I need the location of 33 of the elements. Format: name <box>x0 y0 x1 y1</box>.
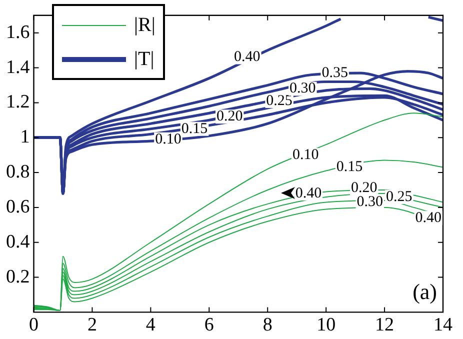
annotation: 0.20 <box>216 108 243 125</box>
annotation: 0.40 <box>234 49 260 66</box>
y-tick-label: 0.4 <box>6 231 30 252</box>
annotation: 0.30 <box>356 194 384 210</box>
x-tick-label: 6 <box>204 314 214 336</box>
x-tick-label: 8 <box>262 314 272 336</box>
annotation: (a) <box>412 278 437 304</box>
legend-label: |R| <box>134 13 156 38</box>
y-tick-label: 0.6 <box>6 196 30 218</box>
x-tick-label: 12 <box>375 314 394 336</box>
annotation: 0.40 <box>295 185 322 202</box>
annotation: 0.40 <box>415 210 442 226</box>
annotation: 0.15 <box>336 159 363 176</box>
y-tick-label: 0.8 <box>6 162 30 183</box>
y-tick-label: 1.4 <box>6 56 30 78</box>
annotation: 0.35 <box>322 64 348 81</box>
x-tick-label: 4 <box>146 314 156 336</box>
annotation: 0.20 <box>350 180 378 196</box>
x-tick-label: 0 <box>29 314 38 336</box>
y-tick-label: 0.2 <box>6 266 30 288</box>
y-tick-label: 1.2 <box>6 92 30 113</box>
y-tick-label: 1.6 <box>6 22 30 43</box>
legend-label: |T| <box>134 47 154 72</box>
x-tick-label: 2 <box>87 314 97 336</box>
annotation: 0.30 <box>290 80 316 97</box>
x-tick-label: 10 <box>316 314 336 336</box>
x-tick-label: 14 <box>434 314 453 336</box>
annotation: 0.25 <box>266 92 292 109</box>
annotation: 0.15 <box>181 120 208 137</box>
y-tick-label: 1 <box>20 126 30 148</box>
annotation: 0.10 <box>155 131 182 148</box>
annotation: 0.25 <box>386 188 412 205</box>
annotation: 0.10 <box>292 147 319 164</box>
